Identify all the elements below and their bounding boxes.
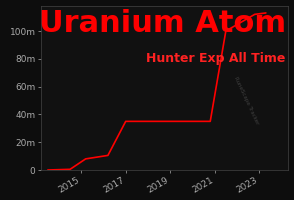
- Text: RuneScape Tracker: RuneScape Tracker: [233, 76, 260, 126]
- Text: Uranium Atom: Uranium Atom: [39, 9, 286, 38]
- Text: Hunter Exp All Time: Hunter Exp All Time: [146, 52, 286, 65]
